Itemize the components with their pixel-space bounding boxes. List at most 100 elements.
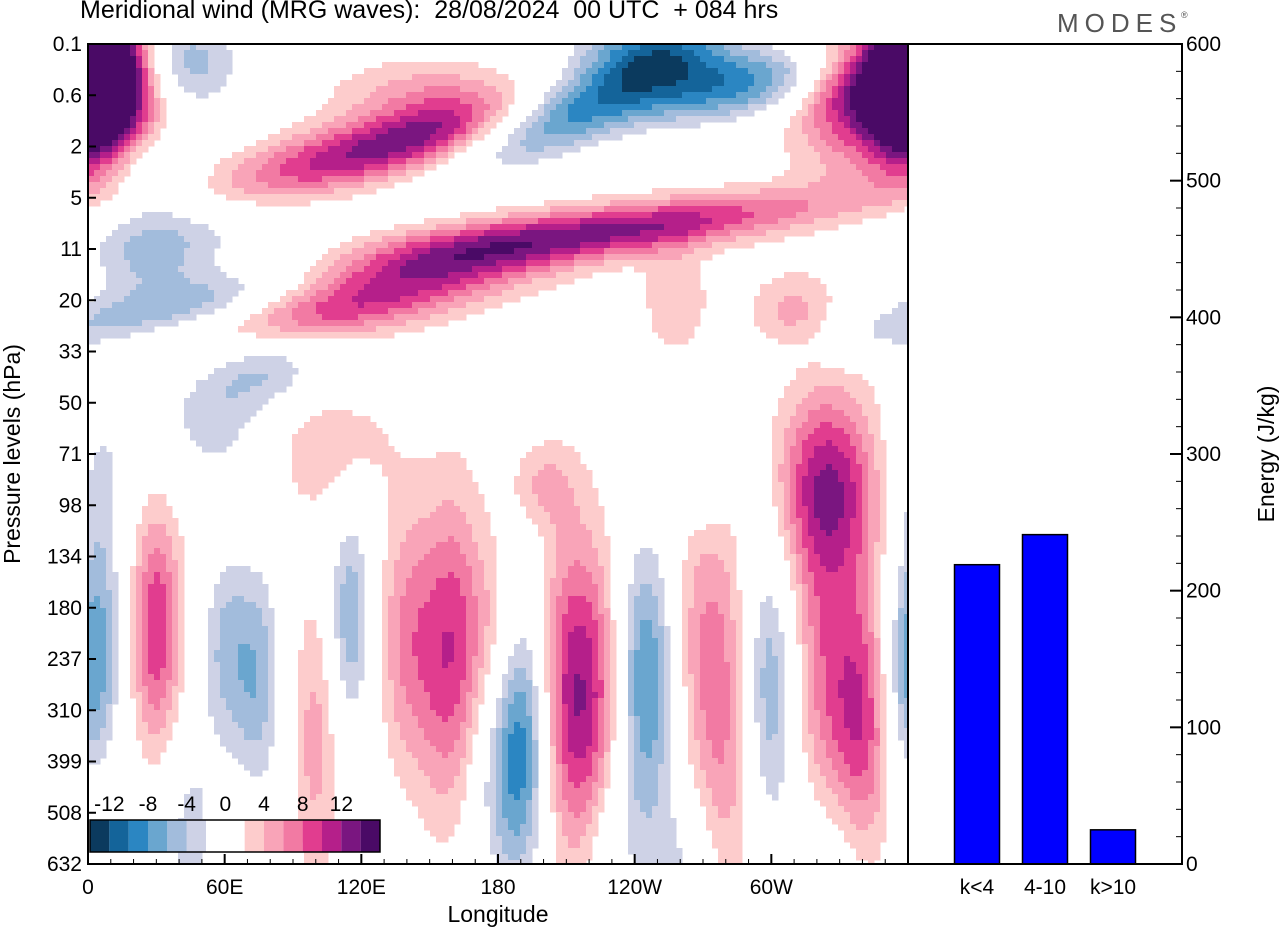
heatmap-cell bbox=[340, 296, 347, 303]
heatmap-cell bbox=[112, 104, 119, 111]
heatmap-cell bbox=[220, 392, 227, 399]
heatmap-cell bbox=[322, 458, 329, 465]
heatmap-cell bbox=[892, 194, 899, 201]
heatmap-cell bbox=[358, 122, 365, 129]
heatmap-cell bbox=[850, 488, 857, 495]
heatmap-cell bbox=[466, 68, 473, 75]
heatmap-cell bbox=[778, 332, 785, 339]
heatmap-cell bbox=[118, 308, 125, 315]
heatmap-cell bbox=[400, 302, 407, 309]
heatmap-cell bbox=[160, 272, 167, 279]
heatmap-cell bbox=[472, 260, 479, 267]
heatmap-cell bbox=[568, 458, 575, 465]
heatmap-cell bbox=[664, 44, 671, 51]
heatmap-cell bbox=[226, 188, 233, 195]
heatmap-cell bbox=[724, 194, 731, 201]
heatmap-cell bbox=[538, 266, 545, 273]
heatmap-cell bbox=[526, 122, 533, 129]
heatmap-cell bbox=[364, 452, 371, 459]
heatmap-cell bbox=[148, 86, 155, 93]
heatmap-cell bbox=[262, 380, 269, 387]
heatmap-cell bbox=[520, 458, 527, 465]
heatmap-cell bbox=[676, 332, 683, 339]
heatmap-cell bbox=[802, 146, 809, 153]
heatmap-cell bbox=[508, 86, 515, 93]
heatmap-cell bbox=[334, 428, 341, 435]
heatmap-cell bbox=[550, 140, 557, 147]
heatmap-cell bbox=[760, 182, 767, 189]
heatmap-cell bbox=[850, 386, 857, 393]
heatmap-cell bbox=[526, 236, 533, 243]
heatmap-cell bbox=[544, 476, 551, 483]
heatmap-cell bbox=[502, 98, 509, 105]
heatmap-cell bbox=[814, 404, 821, 411]
heatmap-cell bbox=[136, 116, 143, 123]
heatmap-cell bbox=[814, 152, 821, 159]
heatmap-cell bbox=[868, 470, 875, 477]
heatmap-cell bbox=[346, 296, 353, 303]
heatmap-cell bbox=[616, 128, 623, 135]
heatmap-cell bbox=[346, 188, 353, 195]
heatmap-cell bbox=[790, 218, 797, 225]
heatmap-cell bbox=[430, 320, 437, 327]
heatmap-cell bbox=[172, 308, 179, 315]
heatmap-cell bbox=[502, 290, 509, 297]
heatmap-cell bbox=[274, 182, 281, 189]
heatmap-cell bbox=[700, 212, 707, 219]
heatmap-cell bbox=[292, 296, 299, 303]
heatmap-cell bbox=[328, 164, 335, 171]
heatmap-cell bbox=[802, 470, 809, 477]
heatmap-cell bbox=[442, 458, 449, 465]
heatmap-cell bbox=[514, 236, 521, 243]
heatmap-cell bbox=[880, 152, 887, 159]
heatmap-cell bbox=[274, 176, 281, 183]
heatmap-cell bbox=[658, 44, 665, 51]
heatmap-cell bbox=[832, 194, 839, 201]
heatmap-cell bbox=[88, 74, 95, 81]
heatmap-cell bbox=[94, 104, 101, 111]
heatmap-cell bbox=[274, 308, 281, 315]
heatmap-cell bbox=[274, 386, 281, 393]
heatmap-cell bbox=[826, 416, 833, 423]
heatmap-cell bbox=[304, 152, 311, 159]
heatmap-cell bbox=[802, 290, 809, 297]
heatmap-cell bbox=[772, 326, 779, 333]
heatmap-cell bbox=[478, 134, 485, 141]
heatmap-cell bbox=[754, 80, 761, 87]
heatmap-cell bbox=[520, 230, 527, 237]
heatmap-cell bbox=[400, 152, 407, 159]
heatmap-cell bbox=[424, 260, 431, 267]
heatmap-cell bbox=[394, 482, 401, 489]
heatmap-cell bbox=[292, 446, 299, 453]
heatmap-cell bbox=[118, 272, 125, 279]
heatmap-cell bbox=[814, 158, 821, 165]
heatmap-cell bbox=[184, 56, 191, 63]
heatmap-cell bbox=[118, 104, 125, 111]
heatmap-cell bbox=[808, 218, 815, 225]
heatmap-cell bbox=[550, 482, 557, 489]
heatmap-cell bbox=[682, 314, 689, 321]
heatmap-cell bbox=[586, 80, 593, 87]
heatmap-cell bbox=[214, 380, 221, 387]
heatmap-cell bbox=[340, 98, 347, 105]
heatmap-cell bbox=[196, 398, 203, 405]
heatmap-cell bbox=[586, 92, 593, 99]
heatmap-cell bbox=[628, 128, 635, 135]
heatmap-cell bbox=[118, 170, 125, 177]
heatmap-cell bbox=[436, 464, 443, 471]
heatmap-cell bbox=[868, 386, 875, 393]
heatmap-cell bbox=[370, 110, 377, 117]
heatmap-cell bbox=[148, 260, 155, 267]
heatmap-cell bbox=[736, 194, 743, 201]
heatmap-cell bbox=[430, 128, 437, 135]
heatmap-cell bbox=[766, 302, 773, 309]
heatmap-cell bbox=[346, 314, 353, 321]
heatmap-cell bbox=[796, 422, 803, 429]
heatmap-cell bbox=[754, 320, 761, 327]
heatmap-cell bbox=[238, 176, 245, 183]
heatmap-cell bbox=[388, 476, 395, 483]
heatmap-cell bbox=[100, 302, 107, 309]
heatmap-cell bbox=[562, 218, 569, 225]
heatmap-cell bbox=[658, 302, 665, 309]
heatmap-cell bbox=[418, 230, 425, 237]
